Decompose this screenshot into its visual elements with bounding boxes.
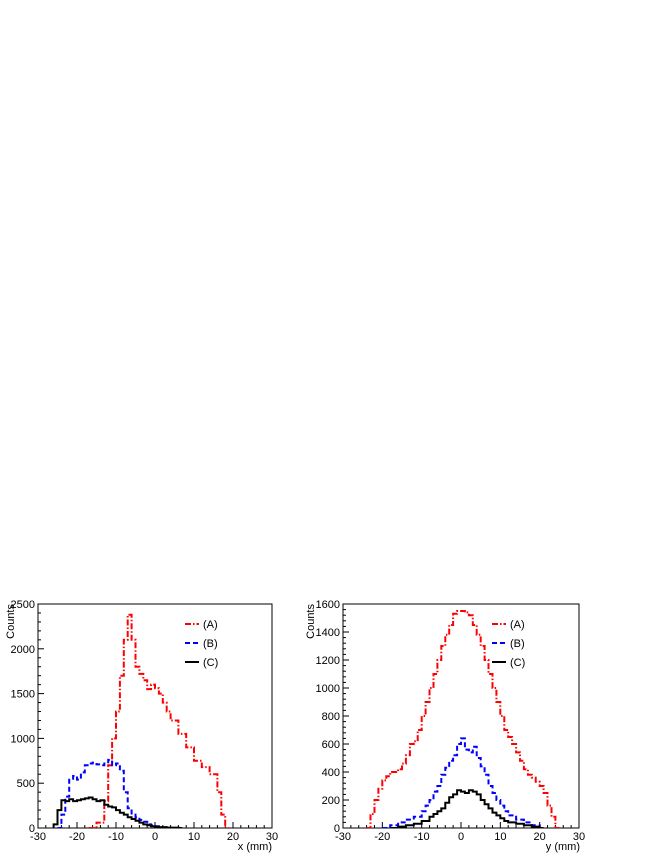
x-axis-label: x (mm) (238, 841, 272, 853)
y-tick-label: 800 (322, 711, 340, 723)
x-tick-label: -30 (30, 831, 46, 843)
legend: (A) (B) (C) (492, 619, 525, 669)
y-tick-label: 1000 (316, 683, 340, 695)
x-tick-label: 30 (573, 831, 585, 843)
plot-frame (342, 603, 580, 829)
chart-panel-2: -30 -20 -10 0 10 20 30 0 200 400 600 800 1000 1200 140… (305, 599, 585, 853)
x-tick-label: 10 (494, 831, 506, 843)
y-axis-label: Counts (305, 604, 317, 639)
x-tick-label: 0 (458, 831, 464, 843)
y-tick-label: 1400 (316, 627, 340, 639)
y-tick-label: 0 (334, 823, 340, 835)
y-axis-label: Counts (5, 604, 17, 639)
y-tick-label: 2500 (11, 599, 35, 611)
series-line-a (88, 613, 230, 828)
series-line-c (52, 796, 183, 828)
legend-label: (C) (510, 657, 525, 669)
x-tick-label: -30 (335, 831, 351, 843)
y-tick-label: 600 (322, 739, 340, 751)
x-axis-label: y (mm) (546, 841, 580, 853)
x-tick-label: 30 (266, 831, 278, 843)
series-line-b (57, 758, 163, 828)
series-line-c (390, 789, 544, 828)
x-tick-label: 20 (227, 831, 239, 843)
plot-frame (37, 603, 273, 829)
y-tick-label: 2000 (11, 644, 35, 656)
x-tick-label: 20 (534, 831, 546, 843)
legend: (A) (B) (C) (185, 619, 218, 669)
legend-label: (C) (203, 657, 218, 669)
y-tick-label: 500 (17, 778, 35, 790)
y-tick-label: 1500 (11, 689, 35, 701)
legend-label: (A) (510, 619, 525, 631)
x-tick-label: -10 (414, 831, 430, 843)
series-line-b (382, 737, 544, 828)
legend-label: (B) (203, 638, 218, 650)
y-tick-label: 1200 (316, 655, 340, 667)
chart-panel-1: -30 -20 -10 0 10 20 30 0 500 1000 1500 2000 2500 x (m… (5, 599, 278, 853)
y-tick-label: 1000 (11, 733, 35, 745)
y-tick-label: 1600 (316, 599, 340, 611)
y-tick-label: 200 (322, 795, 340, 807)
y-tick-label: 400 (322, 767, 340, 779)
series-line-a (366, 610, 560, 828)
x-tick-label: -20 (374, 831, 390, 843)
legend-label: (B) (510, 638, 525, 650)
legend-label: (A) (203, 619, 218, 631)
y-tick-label: 0 (29, 823, 35, 835)
x-tick-label: 10 (188, 831, 200, 843)
x-tick-label: 0 (152, 831, 158, 843)
x-tick-label: -20 (69, 831, 85, 843)
x-tick-label: -10 (108, 831, 124, 843)
